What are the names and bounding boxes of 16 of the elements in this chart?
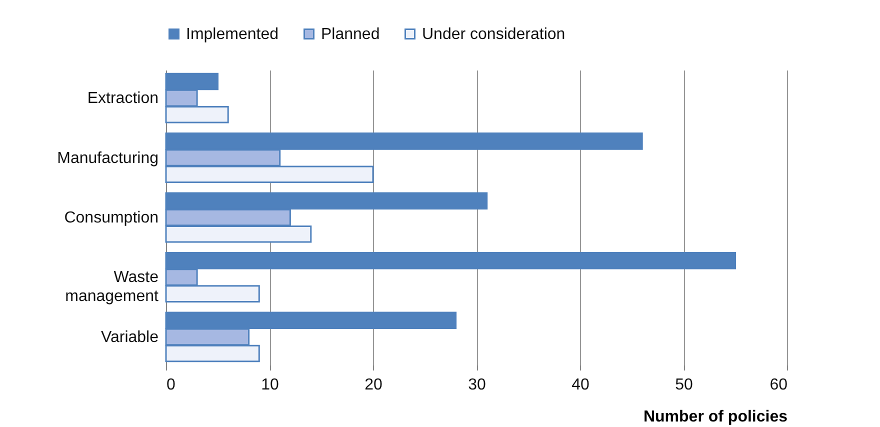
legend-label: Implemented xyxy=(186,26,278,43)
x-tick-label: 50 xyxy=(675,376,693,394)
x-tick-label: 20 xyxy=(364,376,382,394)
x-tick-label: 40 xyxy=(572,376,590,394)
y-tick-label: Consumption xyxy=(64,210,158,226)
legend-label: Planned xyxy=(321,26,380,43)
x-tick-label: 30 xyxy=(468,376,486,394)
legend-label: Under consideration xyxy=(422,26,566,43)
x-tick-label: 0 xyxy=(166,376,176,394)
y-tick-label: Waste management xyxy=(65,269,160,306)
x-tick-label: 60 xyxy=(770,376,788,394)
y-tick-label: Manufacturing xyxy=(57,150,158,167)
y-tick-label: Variable xyxy=(100,328,159,346)
y-tick-label: Extraction xyxy=(87,90,158,108)
x-axis-title: Number of policies xyxy=(643,408,788,426)
x-tick-label: 10 xyxy=(261,376,279,394)
